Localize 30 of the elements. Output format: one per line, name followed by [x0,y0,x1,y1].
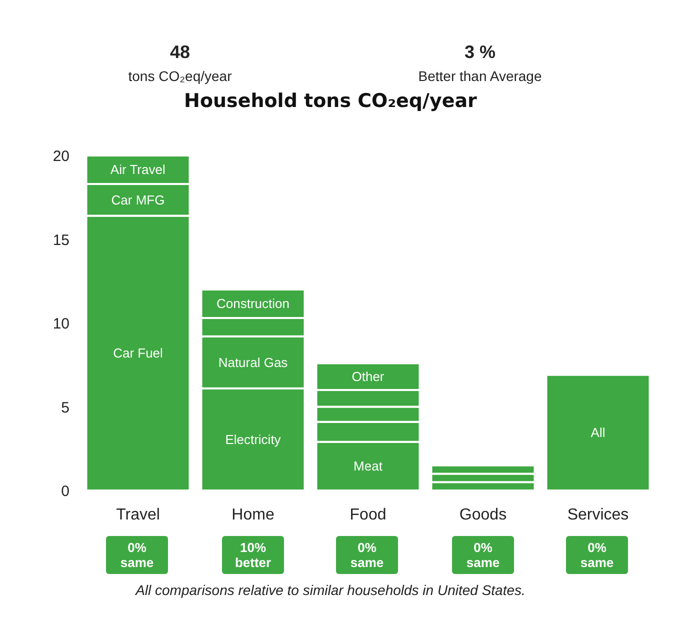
y-tick-label: 10 [52,316,70,332]
x-tick-label: Goods [459,506,507,524]
text: 0% same [349,540,385,570]
text: 48 [168,41,192,64]
text: tons CO₂eq/year [127,67,233,86]
x-tick-label: Food [350,506,386,524]
text: 0% same [579,540,615,570]
series-label: Other [352,369,385,384]
series-label: All [590,425,606,440]
text: 10% better [234,540,272,570]
series-label: Meat [354,458,383,474]
text: 0% same [465,540,501,570]
series-label: Car Fuel [113,346,164,361]
y-tick-label: 5 [61,399,70,416]
text: 0% same [119,540,155,570]
text: Better than Average [417,67,543,86]
y-tick-label: 0 [61,483,70,500]
x-tick-label: Services [567,506,629,524]
series-label: Natural Gas [218,354,288,370]
chart-title: Household tons CO₂eq/year [183,89,478,114]
y-tick-label: 15 [52,232,70,249]
x-tick-label: Travel [116,506,160,524]
text: All comparisons relative to similar households in United States. [134,581,526,600]
x-tick-label: Home [232,506,274,524]
series-label: Car MFG [111,192,165,208]
series-label: Electricity [225,432,282,447]
text: 3 % [463,41,497,64]
y-tick-label: 20 [52,148,70,165]
series-label: Construction [216,296,290,312]
series-label: Air Travel [110,162,166,178]
